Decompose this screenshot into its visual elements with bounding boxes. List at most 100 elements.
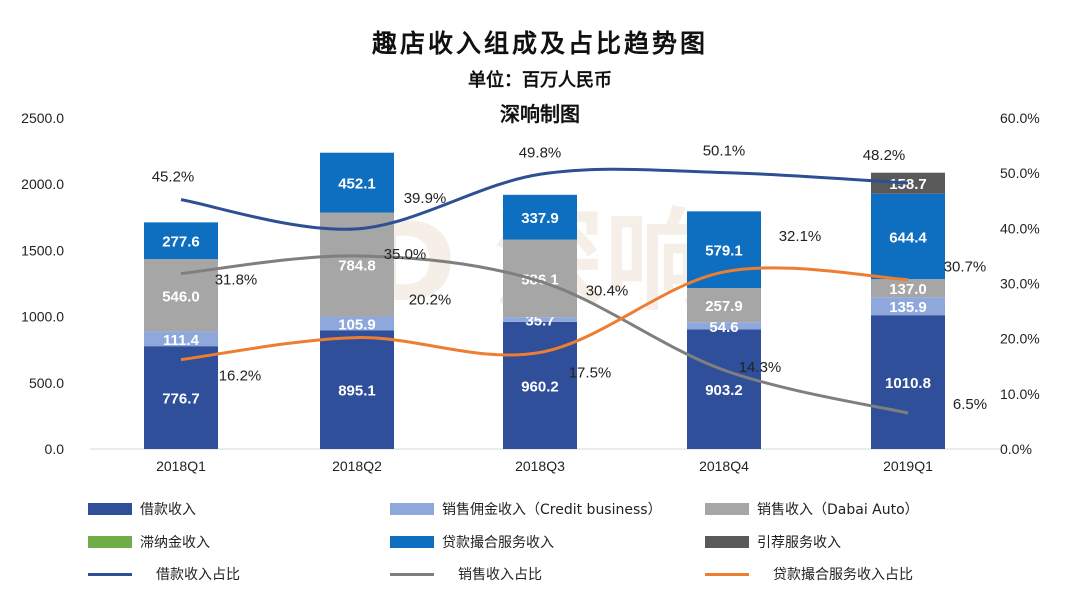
legend-item: 引荐服务收入 <box>705 532 841 552</box>
legend-item: 贷款撮合服务收入占比 <box>705 564 913 584</box>
legend-label: 贷款撮合服务收入占比 <box>773 567 913 583</box>
legend-swatch <box>390 536 434 548</box>
line-value-label: 6.5% <box>953 396 987 413</box>
line-value-label: 35.0% <box>384 246 427 263</box>
line-value-label: 45.2% <box>152 169 195 186</box>
bar-value-label: 903.2 <box>705 382 743 399</box>
line-value-label: 14.3% <box>739 359 782 376</box>
y-left-tick-label: 2000.0 <box>21 176 64 192</box>
legend-item: 借款收入占比 <box>88 564 240 584</box>
bar-value-label: 257.9 <box>705 298 743 315</box>
bar-segment <box>320 330 394 449</box>
legend-item: 销售收入占比 <box>390 564 542 584</box>
bar-value-label: 137.0 <box>889 281 927 298</box>
line-value-label: 48.2% <box>863 147 906 164</box>
x-tick-label: 2018Q1 <box>156 458 206 474</box>
line-series <box>180 167 909 231</box>
line-value-label: 30.4% <box>586 282 629 299</box>
bar-segment <box>871 172 945 194</box>
legend-label: 借款收入占比 <box>156 567 240 583</box>
y-left-tick-label: 0.0 <box>45 441 65 457</box>
x-tick-label: 2019Q1 <box>883 458 933 474</box>
legend-item: 贷款撮合服务收入 <box>390 532 554 552</box>
line-value-label: 50.1% <box>703 143 746 160</box>
y-left-tick-label: 1500.0 <box>21 242 64 258</box>
bar-segment <box>503 321 577 449</box>
legend-swatch <box>705 572 749 576</box>
bar-segment <box>320 152 394 213</box>
y-right-tick-label: 30.0% <box>1000 276 1040 292</box>
bar-value-label: 1010.8 <box>885 375 931 392</box>
legend-swatch <box>88 536 132 548</box>
x-tick-label: 2018Q3 <box>515 458 565 474</box>
bar-value-label: 452.1 <box>338 176 376 193</box>
bar-segment <box>871 279 945 298</box>
y-right-tick-label: 20.0% <box>1000 331 1040 347</box>
legend-label: 销售佣金收入（Credit business） <box>442 502 662 518</box>
x-tick-label: 2018Q4 <box>699 458 749 474</box>
chart-credit: 深响制图 <box>500 102 580 126</box>
bar-value-label: 277.6 <box>162 234 200 251</box>
bar-value-label: 895.1 <box>338 383 376 400</box>
legend-item: 销售收入（Dabai Auto） <box>705 499 919 519</box>
bar-value-label: 644.4 <box>889 229 927 246</box>
bar-value-label: 111.4 <box>163 332 200 349</box>
line-value-label: 16.2% <box>219 368 262 385</box>
line-value-label: 20.2% <box>409 292 452 309</box>
bar-value-label: 158.7 <box>889 176 927 193</box>
bar-value-label: 546.0 <box>162 288 200 305</box>
line-value-label: 49.8% <box>519 144 562 161</box>
legend-label: 借款收入 <box>140 502 196 518</box>
y-right-tick-label: 50.0% <box>1000 165 1040 181</box>
chart-title: 趣店收入组成及占比趋势图 <box>371 29 708 58</box>
bar-segment <box>144 346 218 449</box>
bar-segment <box>503 317 577 322</box>
bar-segment <box>687 211 761 289</box>
y-right-tick-label: 10.0% <box>1000 386 1040 402</box>
legend-swatch <box>390 503 434 515</box>
line-value-label: 31.8% <box>215 272 258 289</box>
bar-segment <box>871 193 945 280</box>
line-value-label: 17.5% <box>569 364 612 381</box>
bar-value-label: 135.9 <box>889 299 927 316</box>
bar-segment <box>503 194 577 240</box>
legend-swatch <box>88 503 132 515</box>
legend-label: 滞纳金收入 <box>140 535 210 551</box>
bar-segment <box>687 288 761 323</box>
bar-value-label: 54.6 <box>709 319 738 336</box>
bar-value-label: 337.9 <box>521 210 559 227</box>
legend-item: 滞纳金收入 <box>88 532 210 552</box>
bar-value-label: 960.2 <box>521 378 559 395</box>
legend-swatch <box>705 536 749 548</box>
legend-label: 销售收入（Dabai Auto） <box>757 502 919 518</box>
bar-value-label: 105.9 <box>338 316 376 333</box>
y-right-tick-label: 60.0% <box>1000 110 1040 126</box>
legend-swatch <box>390 572 434 576</box>
line-series <box>180 254 909 415</box>
y-left-tick-label: 1000.0 <box>21 309 64 325</box>
bar-value-label: 579.1 <box>705 243 743 260</box>
legend-label: 销售收入占比 <box>458 567 542 583</box>
line-value-label: 39.9% <box>404 190 447 207</box>
line-value-label: 30.7% <box>944 259 987 276</box>
line-value-label: 32.1% <box>779 228 822 245</box>
y-right-tick-label: 0.0% <box>1000 441 1032 457</box>
bar-segment <box>687 329 761 449</box>
legend-swatch <box>88 572 132 576</box>
bar-segment <box>871 315 945 449</box>
chart-subtitle: 单位：百万人民币 <box>468 70 612 91</box>
legend-swatch <box>705 503 749 515</box>
y-left-tick-label: 500.0 <box>29 375 64 391</box>
bar-segment <box>320 316 394 331</box>
bar-segment <box>687 322 761 330</box>
x-tick-label: 2018Q2 <box>332 458 382 474</box>
bar-segment <box>503 239 577 318</box>
bar-segment <box>871 297 945 316</box>
y-right-tick-label: 40.0% <box>1000 220 1040 236</box>
legend-label: 贷款撮合服务收入 <box>442 535 554 551</box>
legend-item: 借款收入 <box>88 499 196 519</box>
bar-segment <box>144 222 218 260</box>
y-left-tick-label: 2500.0 <box>21 110 64 126</box>
